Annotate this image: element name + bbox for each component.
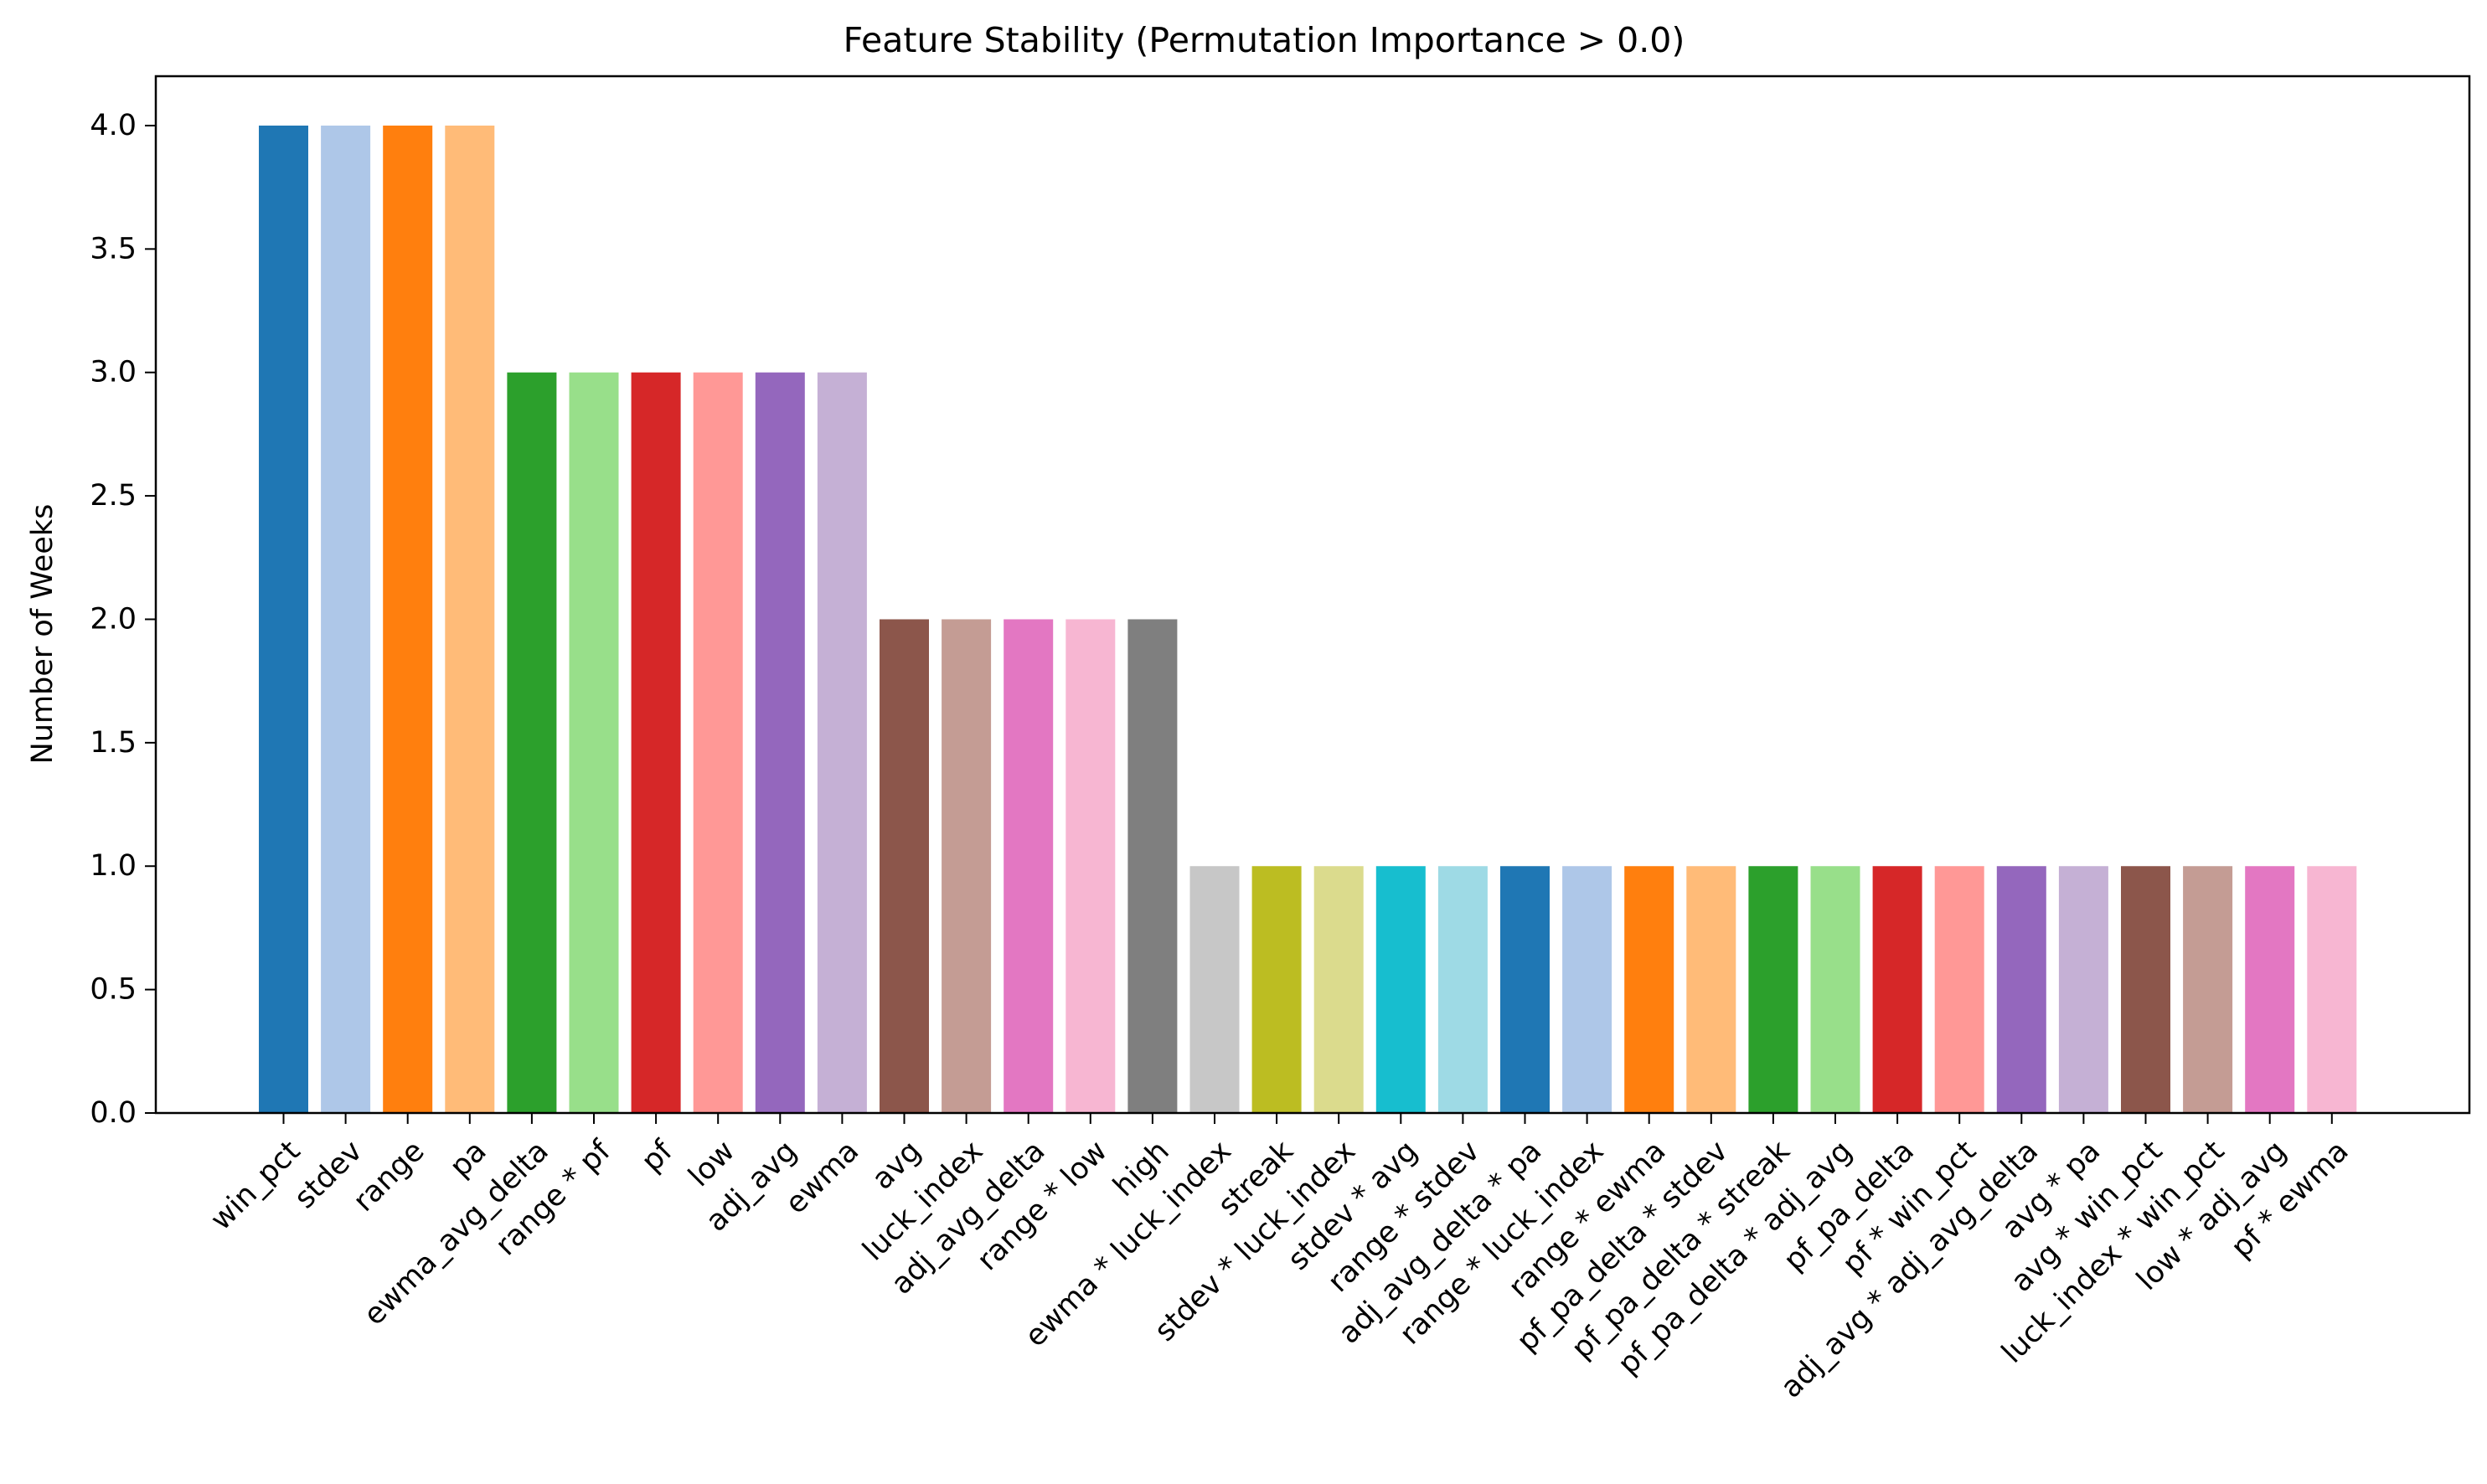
bar: [880, 619, 929, 1113]
y-tick-label: 0.5: [90, 973, 137, 1007]
bar: [1748, 866, 1798, 1113]
bars-group: [259, 125, 2357, 1114]
y-tick-label: 1.0: [90, 849, 137, 883]
y-tick-label: 3.0: [90, 356, 137, 389]
bar: [755, 372, 805, 1114]
bar: [1065, 619, 1116, 1113]
bar: [2183, 866, 2233, 1113]
bar: [259, 125, 308, 1114]
bar: [631, 372, 681, 1114]
y-tick-label: 2.0: [90, 602, 137, 636]
y-axis-ticks: 0.0 0.5 1.0 1.5 2.0 2.5 3.0 3.5 4.0: [90, 109, 156, 1130]
bar: [1996, 866, 2046, 1113]
bar: [1437, 866, 1488, 1113]
y-tick-label: 1.5: [90, 726, 137, 760]
bar: [1686, 866, 1736, 1113]
y-axis-label: Number of Weeks: [26, 504, 59, 765]
bar: [1624, 866, 1674, 1113]
bar: [2121, 866, 2170, 1113]
bar: [942, 619, 992, 1113]
bar: [693, 372, 743, 1114]
bar: [817, 372, 867, 1114]
bar: [1375, 866, 1426, 1113]
bar: [445, 125, 495, 1114]
bar: [321, 125, 371, 1114]
chart-title: Feature Stability (Permutation Importanc…: [844, 20, 1685, 60]
bar: [1810, 866, 1860, 1113]
y-tick-label: 0.0: [90, 1096, 137, 1130]
bar: [507, 372, 557, 1114]
y-tick-label: 2.5: [90, 479, 137, 513]
bar: [383, 125, 433, 1114]
bar: [1127, 619, 1178, 1113]
bar: [2245, 866, 2295, 1113]
bar: [1934, 866, 1984, 1113]
bar: [2058, 866, 2108, 1113]
bar: [1189, 866, 1240, 1113]
bar: [1251, 866, 1302, 1113]
bar: [1004, 619, 1054, 1113]
bar: [2307, 866, 2357, 1113]
bar: [1313, 866, 1364, 1113]
bar: [1562, 866, 1612, 1113]
bar: [1500, 866, 1550, 1113]
bar: [1872, 866, 1922, 1113]
plot-frame: [154, 75, 2471, 1115]
bar: [569, 372, 619, 1114]
y-tick-label: 3.5: [90, 232, 137, 265]
y-tick-label: 4.0: [90, 109, 137, 142]
